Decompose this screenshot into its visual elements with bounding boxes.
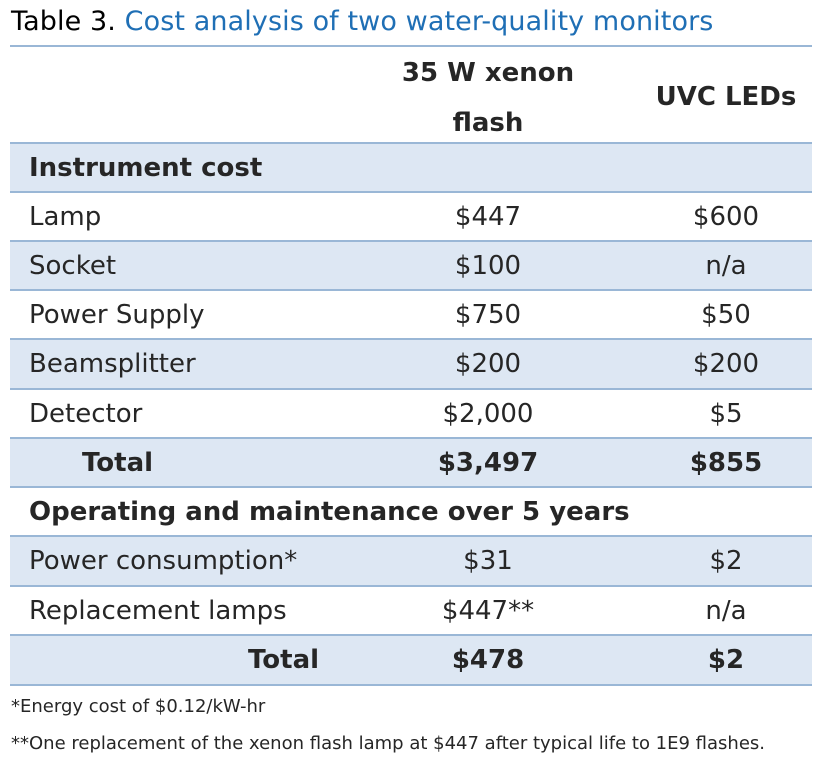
row-xenon-cost: $447**: [441, 595, 535, 626]
table-row: Lamp $447 $600: [10, 193, 812, 242]
table-row: Detector $2,000 $5: [10, 390, 812, 439]
table-row: Replacement lamps $447** n/a: [10, 587, 812, 636]
section-title: Instrument cost: [29, 152, 263, 183]
total-xenon-cost: $3,497: [437, 447, 539, 478]
row-uvc-cost: n/a: [705, 595, 747, 626]
header-rule: [10, 142, 812, 144]
table-row: Power Supply $750 $50: [10, 291, 812, 340]
table-row: Socket $100 n/a: [10, 242, 812, 291]
top-rule: [10, 45, 812, 47]
table-label: Table 3.: [11, 6, 116, 37]
footnote-energy: *Energy cost of $0.12/kW-hr: [11, 696, 266, 717]
total-row: Total $3,497 $855: [10, 439, 812, 488]
table-caption: Cost analysis of two water-quality monit…: [124, 6, 714, 37]
row-xenon-cost: $750: [454, 299, 522, 330]
total-label: Total: [248, 645, 320, 675]
total-uvc-cost: $2: [707, 645, 745, 675]
row-xenon-cost: $100: [454, 250, 522, 281]
row-item: Detector: [29, 398, 143, 429]
footnote-replacement: **One replacement of the xenon flash lam…: [11, 733, 766, 754]
row-uvc-cost: $200: [692, 349, 760, 379]
table-row: Beamsplitter $200 $200: [10, 340, 812, 390]
row-item: Beamsplitter: [29, 349, 196, 379]
row-xenon-cost: $447: [454, 201, 522, 232]
row-uvc-cost: $2: [709, 546, 743, 576]
row-uvc-cost: $5: [709, 398, 743, 429]
row-item: Power consumption*: [29, 546, 298, 576]
row-uvc-cost: n/a: [705, 250, 747, 281]
table-row: Power consumption* $31 $2: [10, 537, 812, 587]
row-uvc-cost: $50: [701, 299, 751, 330]
total-uvc-cost: $855: [689, 447, 763, 478]
row-xenon-cost: $2,000: [442, 398, 534, 429]
table-title: Table 3. Cost analysis of two water-qual…: [11, 6, 713, 37]
section-header: Operating and maintenance over 5 years: [10, 488, 812, 537]
total-label: Total: [82, 447, 154, 478]
total-row: Total $478 $2: [10, 636, 812, 686]
header-uvc: UVC LEDs: [655, 82, 797, 112]
total-xenon-cost: $478: [451, 645, 525, 675]
row-uvc-cost: $600: [692, 201, 760, 232]
section-header: Instrument cost: [10, 144, 812, 193]
row-xenon-cost: $31: [463, 546, 513, 576]
row-item: Lamp: [29, 201, 102, 232]
header-xenon-line1: 35 W xenon flash: [401, 58, 575, 138]
row-xenon-cost: $200: [454, 349, 522, 379]
section-title: Operating and maintenance over 5 years: [29, 496, 630, 527]
row-item: Power Supply: [29, 299, 205, 330]
row-item: Socket: [29, 250, 117, 281]
row-item: Replacement lamps: [29, 595, 287, 626]
